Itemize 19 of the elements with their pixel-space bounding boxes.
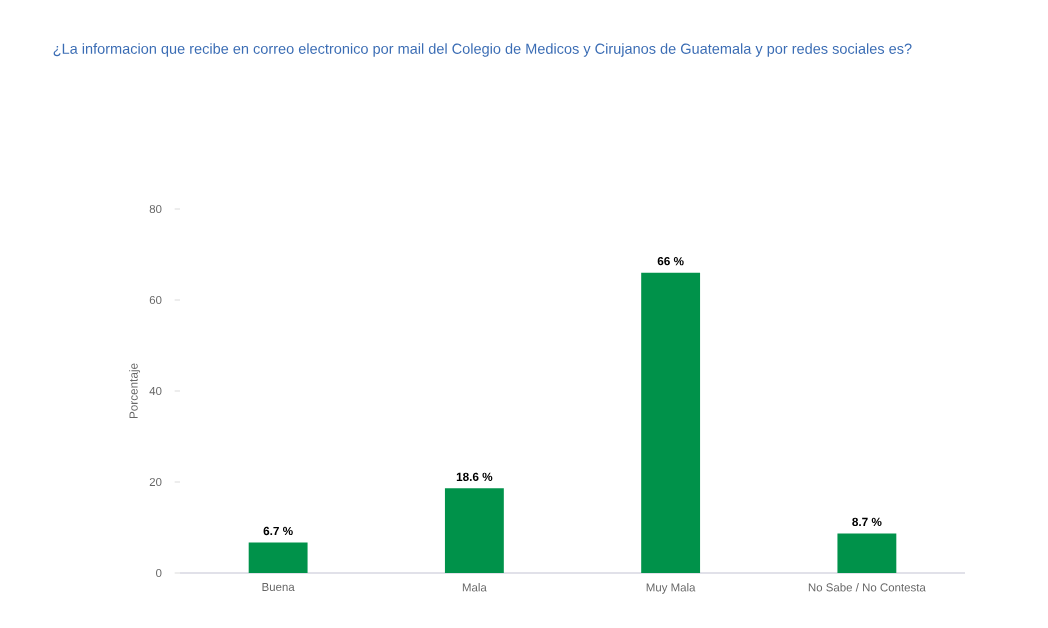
y-tick-label: 40 <box>149 386 162 396</box>
data-label: 66 % <box>657 257 684 266</box>
y-tick-label: 20 <box>149 477 162 487</box>
data-label: 18.6 % <box>456 472 493 481</box>
bar <box>248 542 308 573</box>
x-tick-label: Muy Mala <box>646 583 696 594</box>
bar <box>444 488 504 573</box>
y-axis-title: Porcentaje <box>129 363 141 419</box>
bar <box>837 533 897 573</box>
y-tick-label: 80 <box>149 204 162 214</box>
data-label: 6.7 % <box>263 526 293 536</box>
chart-title: ¿La informacion que recibe en correo electronico por mail del Colegio de Medicos y Cirujanos de Guatemala y por redes sociales es? <box>53 43 912 57</box>
x-tick-label: Mala <box>462 583 487 592</box>
bar <box>641 272 701 573</box>
data-label: 8.7 % <box>852 517 882 527</box>
y-tick-label: 0 <box>156 568 162 578</box>
x-tick-label: No Sabe / No Contesta <box>808 583 926 592</box>
y-tick-label: 60 <box>149 295 162 305</box>
x-tick-label: Buena <box>262 583 295 592</box>
